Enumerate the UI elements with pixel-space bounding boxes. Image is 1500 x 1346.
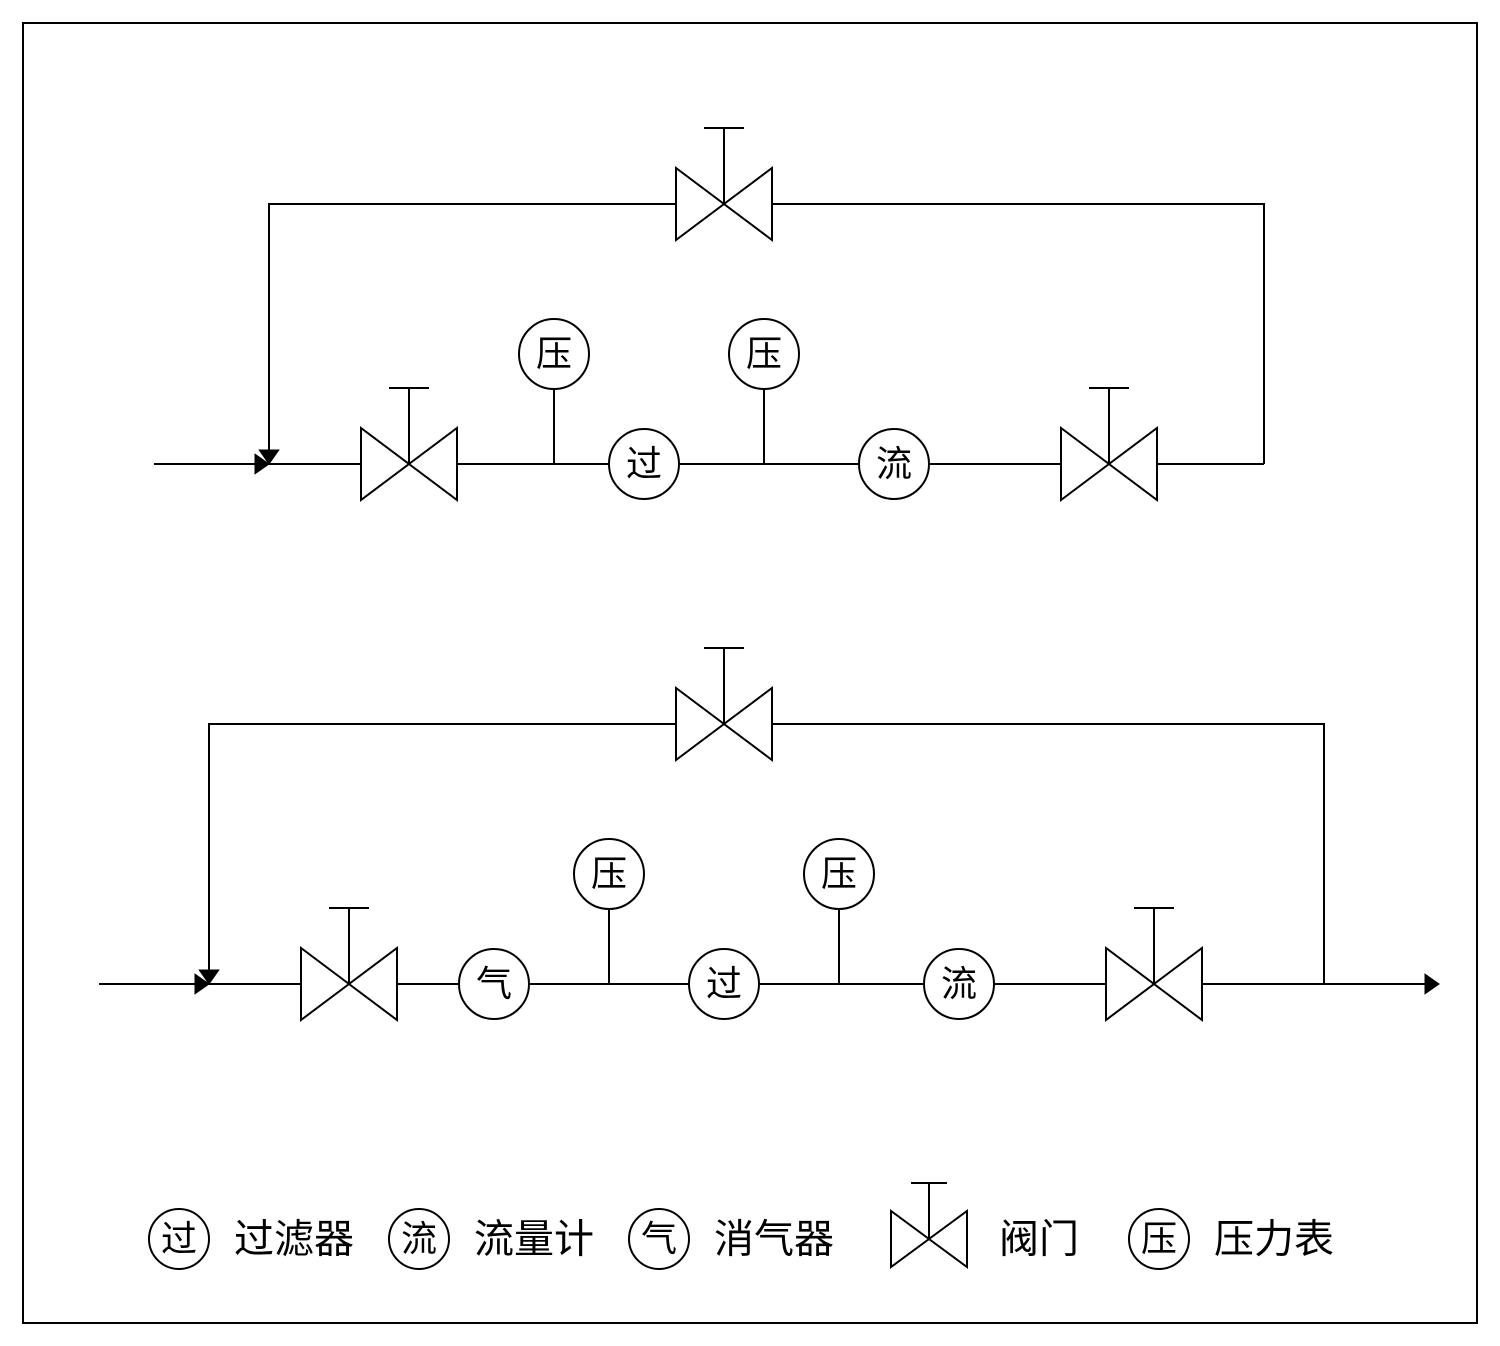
pressure-gauge-1: 压	[519, 319, 589, 389]
bypass-valve-icon	[676, 128, 772, 240]
legend-valve-icon	[891, 1183, 967, 1267]
legend-pressure-label: 压力表	[1214, 1217, 1334, 1262]
inlet-valve-icon	[301, 908, 397, 1020]
degasser-symbol: 气	[459, 949, 529, 1019]
legend-valve-label: 阀门	[999, 1217, 1079, 1262]
legend-degasser-label: 消气器	[714, 1217, 834, 1262]
filter-symbol: 过	[609, 429, 679, 499]
pid-svg: 过流压压气过流压压过过滤器流流量计气消气器阀门压压力表	[24, 24, 1480, 1326]
pressure-gauge-1: 压	[574, 839, 644, 909]
bypass-pipe-left	[269, 204, 676, 464]
legend-flow-label: 流量计	[474, 1217, 594, 1262]
legend-degasser-icon: 气	[629, 1209, 689, 1269]
svg-text:压: 压	[1141, 1219, 1177, 1259]
svg-text:压: 压	[591, 854, 627, 894]
pressure-gauge-2: 压	[804, 839, 874, 909]
bypass-valve-icon	[676, 648, 772, 760]
pressure-gauge-2: 压	[729, 319, 799, 389]
svg-text:流: 流	[941, 964, 977, 1004]
filter-symbol: 过	[689, 949, 759, 1019]
svg-text:流: 流	[401, 1219, 437, 1259]
legend-flow-icon: 流	[389, 1209, 449, 1269]
svg-text:气: 气	[641, 1219, 677, 1259]
flowmeter-symbol: 流	[924, 949, 994, 1019]
legend-filter-icon: 过	[149, 1209, 209, 1269]
svg-text:过: 过	[626, 444, 662, 484]
outlet-arrow-icon	[1425, 974, 1439, 994]
svg-text:压: 压	[536, 334, 572, 374]
legend-pressure-icon: 压	[1129, 1209, 1189, 1269]
svg-text:流: 流	[876, 444, 912, 484]
inlet-valve-icon	[361, 388, 457, 500]
diagram-frame: 过流压压气过流压压过过滤器流流量计气消气器阀门压压力表	[22, 22, 1478, 1324]
svg-text:压: 压	[746, 334, 782, 374]
legend-filter-label: 过滤器	[234, 1217, 354, 1262]
svg-text:过: 过	[706, 964, 742, 1004]
flowmeter-symbol: 流	[859, 429, 929, 499]
outlet-valve-icon	[1106, 908, 1202, 1020]
svg-text:气: 气	[476, 964, 512, 1004]
bypass-pipe-right	[772, 204, 1264, 464]
outlet-valve-icon	[1061, 388, 1157, 500]
svg-text:过: 过	[161, 1219, 197, 1259]
svg-text:压: 压	[821, 854, 857, 894]
